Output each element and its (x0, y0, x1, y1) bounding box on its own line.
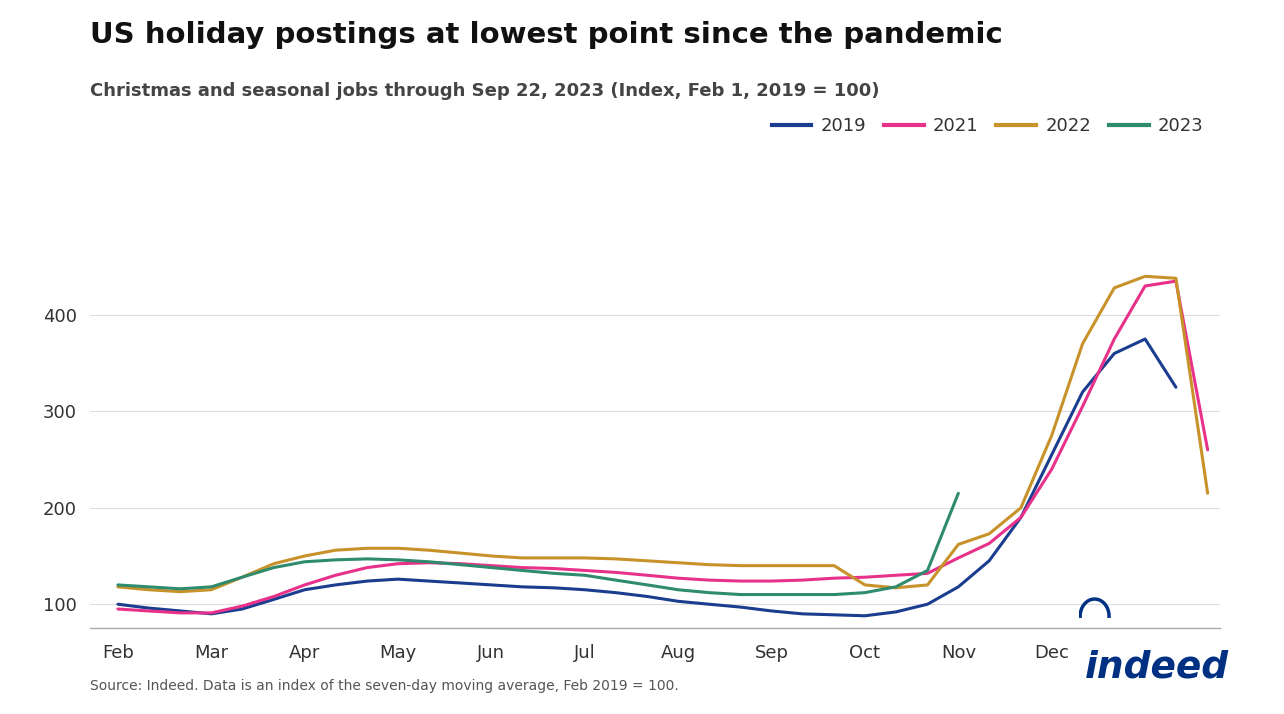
Text: US holiday postings at lowest point since the pandemic: US holiday postings at lowest point sinc… (90, 21, 1003, 49)
Text: indeed: indeed (1085, 650, 1229, 685)
Legend: 2019, 2021, 2022, 2023: 2019, 2021, 2022, 2023 (764, 110, 1211, 143)
Text: Christmas and seasonal jobs through Sep 22, 2023 (Index, Feb 1, 2019 = 100): Christmas and seasonal jobs through Sep … (90, 82, 880, 100)
Text: Source: Indeed. Data is an index of the seven-day moving average, Feb 2019 = 100: Source: Indeed. Data is an index of the … (90, 678, 679, 693)
